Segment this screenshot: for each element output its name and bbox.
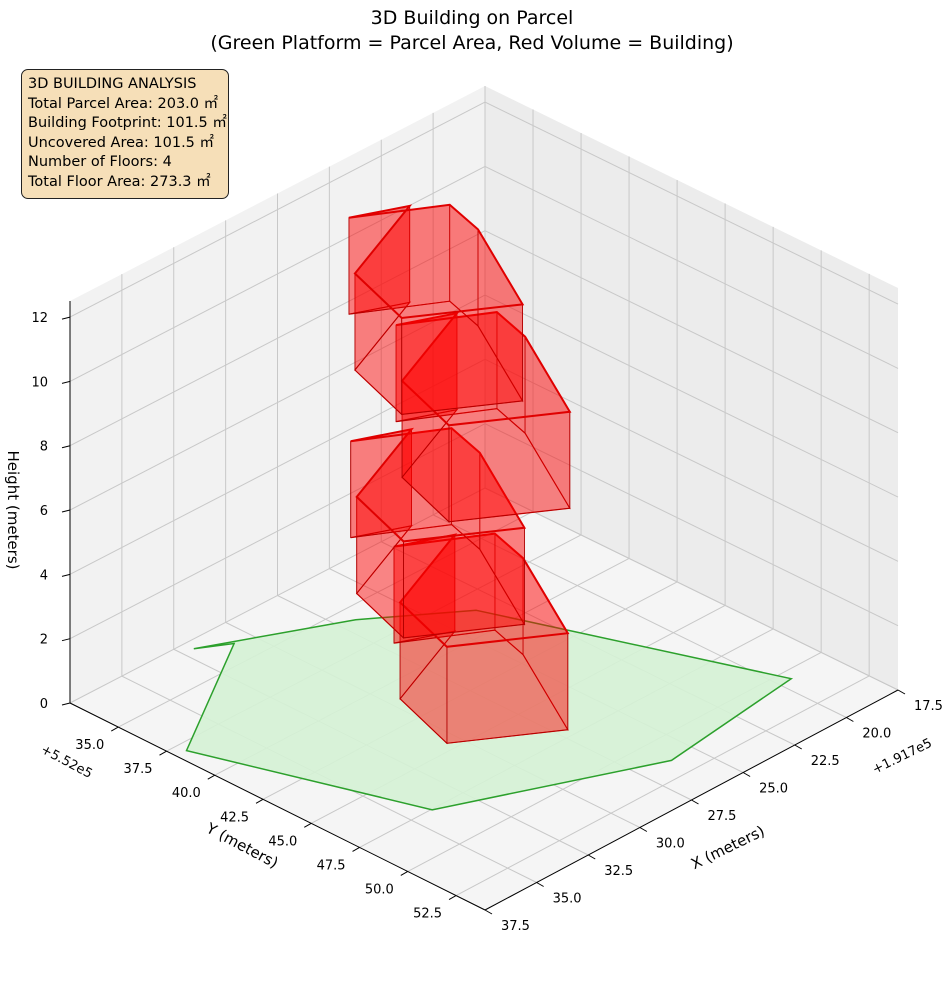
info-line-floor-area: Total Floor Area: 273.3 ㎡: [28, 173, 211, 190]
z-tick-label: 8: [40, 440, 48, 455]
z-tick-mark: [61, 573, 71, 577]
y-tick-label: 37.5: [124, 762, 153, 777]
grid-z-right: [484, 423, 899, 627]
grid-y-floor: [455, 675, 870, 896]
info-heading: 3D BUILDING ANALYSIS: [28, 76, 197, 92]
parcel-layer: [185, 609, 794, 811]
building-floor-3: [395, 311, 572, 523]
x-tick-mark: [846, 717, 854, 722]
x-tick-label: 25.0: [759, 782, 788, 797]
grid-z-left: [69, 165, 486, 382]
floor-wall-face: [401, 303, 523, 415]
y-tick-mark: [448, 895, 457, 900]
z-tick-mark: [61, 702, 71, 706]
x-tick-mark: [691, 799, 699, 805]
y-tick-label: 45.0: [268, 834, 297, 849]
x-tick-label: 20.0: [862, 727, 891, 742]
x-axis-offset: +1.917e5: [870, 736, 934, 778]
z-tick-mark: [61, 509, 71, 513]
x-tick-mark: [484, 909, 493, 915]
grid-z-left: [69, 294, 486, 511]
y-tick-mark: [304, 822, 312, 828]
building-floor-4: [348, 203, 525, 416]
title-line: 3D Building on Parcel: [370, 7, 574, 29]
x-tick-mark: [742, 772, 751, 777]
z-tick-label: 10: [31, 375, 48, 390]
x-tick-mark: [639, 827, 648, 832]
x-tick-label: 22.5: [811, 754, 840, 769]
info-line-parcel-area: Total Parcel Area: 203.0 ㎡: [28, 95, 219, 112]
floor-wall-face: [403, 527, 525, 639]
x-tick-label: 32.5: [604, 864, 633, 879]
x-tick-mark: [897, 689, 906, 695]
y-tick-label: 47.5: [317, 858, 346, 873]
floor-wall-face: [448, 411, 571, 523]
y-tick-mark: [207, 774, 216, 780]
y-tick-mark: [400, 871, 409, 876]
grid-z-right: [484, 487, 899, 691]
y-axis-line: [69, 702, 486, 911]
y-tick-label: 42.5: [220, 810, 249, 825]
grid-z-right: [484, 294, 899, 498]
y-tick-label: 50.0: [365, 882, 394, 897]
tick-labels: 17.5 20.0 22.5 25.0 27.5 30.0 32.5 35.0 37.5 35.0…: [31, 311, 943, 934]
z-tick-label: 0: [40, 697, 48, 712]
floor-top-face: [395, 311, 572, 427]
chart-title: 3D Building on Parcel (Green Platform = …: [0, 6, 944, 56]
y-tick-mark: [255, 798, 264, 804]
grid-z-right: [484, 101, 899, 305]
y-tick-label: 40.0: [172, 786, 201, 801]
z-tick-label: 6: [40, 504, 48, 519]
x-axis-label: X (meters): [688, 822, 768, 873]
grid-z-left: [69, 101, 486, 318]
y-tick-mark: [111, 726, 119, 732]
x-tick-label: 27.5: [708, 809, 737, 824]
building-layer: [348, 203, 572, 745]
grid-z-right: [484, 165, 899, 369]
z-tick-mark: [61, 638, 71, 642]
z-tick-mark: [61, 380, 71, 384]
x-tick-label: 35.0: [553, 892, 582, 907]
z-tick-label: 4: [40, 568, 48, 583]
analysis-info-box: 3D BUILDING ANALYSIS Total Parcel Area: …: [21, 69, 229, 199]
grid-z-left: [69, 487, 486, 704]
x-tick-label: 37.5: [501, 919, 530, 934]
y-tick-mark: [159, 750, 167, 756]
y-tick-label: 35.0: [75, 738, 104, 753]
z-tick-label: 2: [40, 633, 48, 648]
right-pane: [485, 86, 898, 690]
y-tick-mark: [352, 846, 360, 852]
z-tick-mark: [61, 445, 71, 449]
z-axis-label: Height (meters): [4, 451, 22, 570]
x-tick-label: 30.0: [656, 837, 685, 852]
grid-z-left: [69, 230, 486, 447]
x-tick-label: 17.5: [914, 699, 943, 714]
floor-top-face: [350, 427, 527, 543]
x-tick-mark: [536, 882, 544, 887]
z-tick-mark: [61, 316, 71, 320]
grid-z-right: [484, 230, 899, 434]
x-tick-mark: [794, 744, 802, 750]
info-line-uncovered: Uncovered Area: 101.5 ㎡: [28, 134, 215, 151]
grid-z-right: [484, 358, 899, 562]
info-line-floors: Number of Floors: 4: [28, 154, 172, 171]
y-tick-label: 52.5: [413, 907, 442, 922]
floor-top-face: [348, 203, 525, 320]
building-floor-2: [350, 427, 527, 639]
parcel-polygon: [185, 609, 794, 811]
floor-wall-face: [446, 632, 569, 744]
subtitle-line: (Green Platform = Parcel Area, Red Volum…: [210, 32, 734, 54]
z-tick-label: 12: [31, 311, 48, 326]
x-tick-mark: [588, 854, 596, 860]
grid-y-floor: [118, 511, 534, 728]
info-line-footprint: Building Footprint: 101.5 ㎡: [28, 115, 227, 132]
